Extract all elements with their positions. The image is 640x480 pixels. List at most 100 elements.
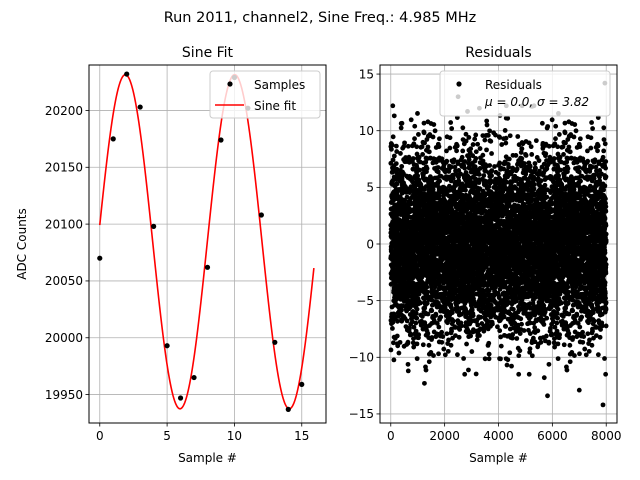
- sample-point: [285, 406, 291, 412]
- residual-point: [466, 135, 472, 140]
- sine-fit-ylabel: ADC Counts: [15, 208, 29, 280]
- residual-point: [390, 134, 396, 140]
- residual-point: [423, 367, 429, 373]
- residual-point: [489, 168, 495, 174]
- residual-point: [436, 351, 441, 357]
- xtick-label: 5: [163, 429, 171, 443]
- residual-point: [498, 356, 503, 362]
- residual-point: [420, 342, 426, 348]
- residual-point: [503, 324, 509, 329]
- residual-point: [445, 348, 451, 354]
- residual-point: [390, 157, 396, 163]
- residual-point: [466, 367, 471, 373]
- residual-point: [416, 332, 422, 338]
- residual-point: [410, 156, 416, 161]
- residual-point: [404, 318, 410, 324]
- residual-point: [417, 167, 422, 173]
- residual-point: [406, 154, 412, 160]
- residual-point: [399, 318, 405, 324]
- sample-point: [299, 381, 305, 387]
- residual-point: [414, 144, 420, 150]
- residual-point: [431, 353, 436, 358]
- residual-point: [414, 341, 420, 347]
- sample-point: [204, 264, 211, 270]
- residual-point: [468, 146, 474, 152]
- residual-point: [433, 311, 439, 317]
- residual-point: [439, 329, 445, 335]
- residual-point: [497, 328, 503, 334]
- residual-point: [517, 331, 523, 336]
- residual-point: [393, 161, 399, 167]
- residual-point: [476, 172, 482, 177]
- legend-samples-marker: [227, 81, 233, 87]
- residual-point: [449, 126, 455, 131]
- residual-point: [481, 173, 487, 178]
- residual-point: [463, 187, 468, 193]
- residual-point: [420, 314, 425, 319]
- residual-point: [486, 340, 492, 346]
- residual-point: [440, 334, 446, 339]
- residual-point: [425, 289, 430, 295]
- residual-point: [399, 176, 405, 182]
- xtick-label: 15: [294, 429, 309, 443]
- sine-fit-line: [98, 73, 315, 410]
- residual-point: [460, 125, 466, 131]
- ytick-label: 20050: [45, 274, 83, 288]
- residual-point: [519, 156, 525, 161]
- xtick-label: 0: [96, 429, 104, 443]
- residual-point: [397, 339, 403, 345]
- residual-point: [432, 128, 438, 134]
- residual-point: [515, 134, 521, 139]
- residual-point: [486, 356, 492, 362]
- residual-point: [485, 132, 491, 138]
- residual-point: [417, 300, 423, 306]
- residual-point: [439, 339, 445, 345]
- residual-point: [398, 125, 404, 131]
- residual-point: [477, 146, 483, 151]
- residual-point: [472, 136, 478, 142]
- residual-point: [448, 342, 454, 348]
- residual-point: [391, 357, 397, 363]
- residual-point: [509, 363, 514, 369]
- residual-point: [399, 307, 404, 313]
- residual-point: [408, 117, 414, 123]
- sine-fit-legend-box: [209, 70, 321, 119]
- residual-point: [481, 328, 487, 334]
- residual-point: [411, 344, 417, 350]
- sample-point: [177, 395, 184, 401]
- residual-point: [489, 321, 495, 327]
- residual-point: [503, 140, 509, 146]
- ytick-label: 20150: [45, 161, 83, 175]
- residual-point: [506, 164, 512, 170]
- residual-point: [484, 122, 490, 128]
- residual-point: [421, 120, 427, 126]
- residual-point: [414, 306, 420, 312]
- residual-point: [447, 145, 453, 151]
- sample-point: [137, 104, 143, 110]
- sample-point: [110, 136, 116, 142]
- xtick-label: 10: [227, 429, 242, 443]
- residual-point: [415, 111, 420, 116]
- residual-point: [464, 341, 469, 347]
- residual-point: [473, 149, 479, 155]
- residual-point: [408, 331, 414, 337]
- residual-point: [504, 362, 510, 368]
- residual-point: [499, 142, 505, 147]
- sample-point: [191, 374, 197, 381]
- residual-point: [411, 324, 417, 330]
- residual-point: [455, 352, 460, 358]
- residual-point: [395, 343, 401, 349]
- residual-point: [488, 138, 494, 144]
- residual-point: [459, 154, 465, 160]
- residual-point: [390, 326, 395, 331]
- sample-point: [218, 137, 224, 143]
- residual-point: [414, 315, 420, 321]
- residual-point: [484, 147, 489, 153]
- residual-point: [405, 143, 411, 149]
- residual-point: [454, 143, 460, 149]
- residual-point: [487, 163, 493, 168]
- residual-point: [396, 350, 402, 356]
- residuals-axes: Residuals 0 2000 4000 6000 8000−15−10−505101…: [349, 45, 622, 465]
- residual-point: [437, 178, 442, 184]
